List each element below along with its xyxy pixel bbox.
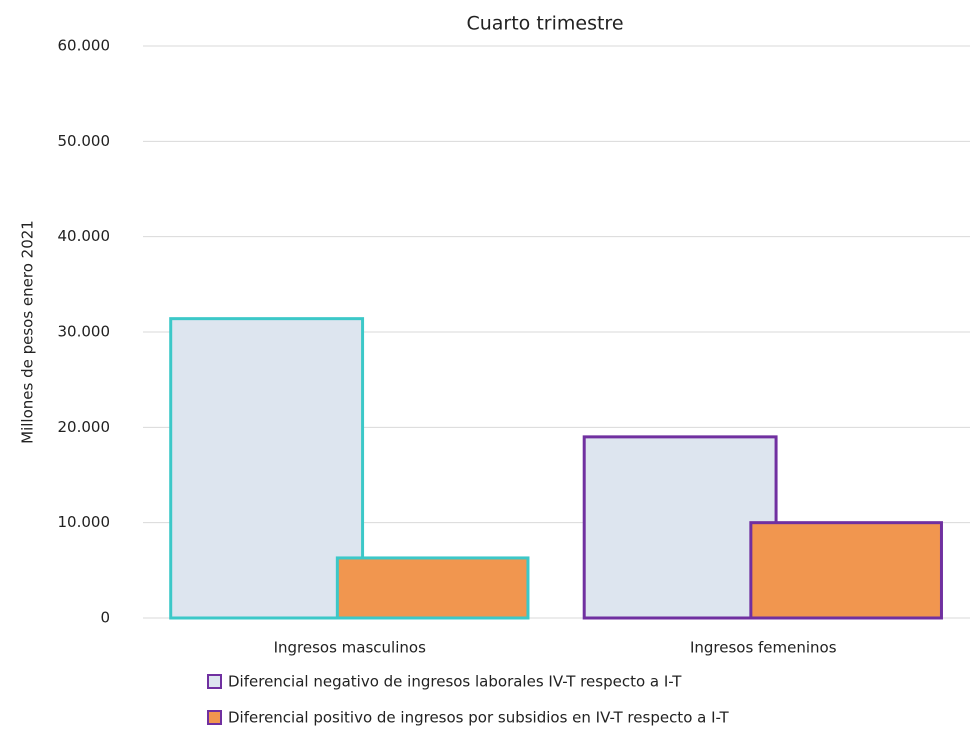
x-tick-label: Ingresos masculinos (274, 639, 426, 657)
legend-swatch (207, 710, 222, 725)
y-tick-label: 50.000 (58, 132, 111, 150)
legend-label: Diferencial positivo de ingresos por sub… (228, 709, 730, 727)
legend-swatch (207, 674, 222, 689)
bar (335, 556, 530, 620)
y-tick-label: 40.000 (58, 227, 111, 245)
y-tick-label: 20.000 (58, 418, 111, 436)
x-tick-label: Ingresos femeninos (690, 639, 837, 657)
y-tick-label: 10.000 (58, 513, 111, 531)
y-axis-label: Millones de pesos enero 2021 (19, 220, 37, 444)
legend-label: Diferencial negativo de ingresos laboral… (228, 673, 682, 691)
y-tick-label: 30.000 (58, 323, 111, 341)
bar (582, 435, 778, 620)
chart-title: Cuarto trimestre (466, 13, 623, 35)
bar (169, 317, 365, 620)
bar (749, 521, 943, 620)
y-tick-label: 60.000 (58, 37, 111, 55)
y-tick-label: 0 (100, 609, 110, 627)
